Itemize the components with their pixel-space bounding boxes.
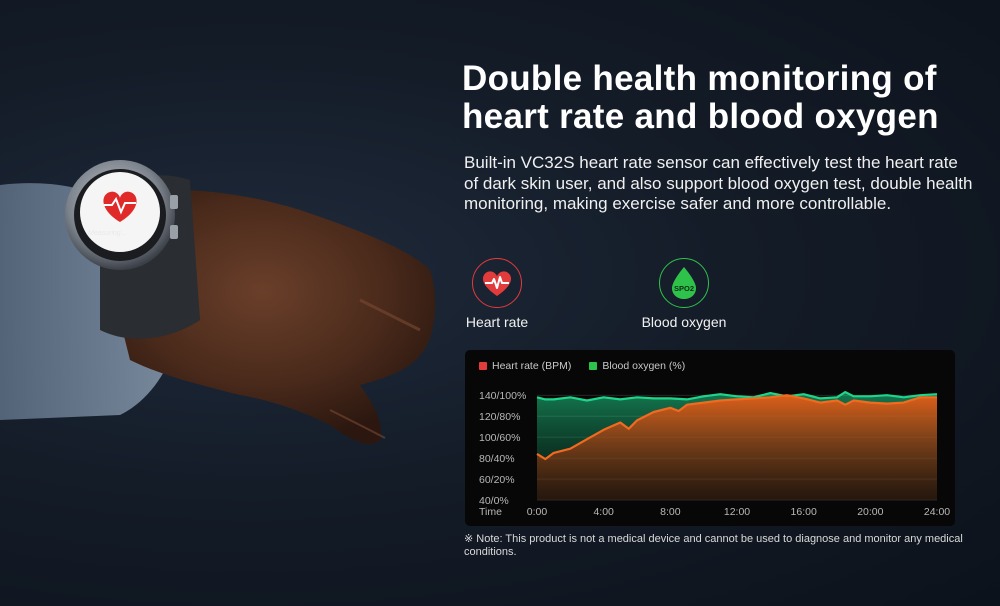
health-chart: Heart rate (BPM) Blood oxygen (%) 40/0% 6… (465, 350, 955, 526)
y-tick-label: 120/80% (479, 411, 520, 423)
blood-oxygen-series-line (536, 391, 938, 402)
x-tick-label: 24:00 (924, 506, 950, 518)
y-tick-label: 140/100% (479, 390, 526, 402)
product-photo: Measuring... (0, 0, 460, 606)
chart-plot: 40/0% 60/20% 80/40% 100/60% 120/80% 140/100% 0… (479, 390, 950, 518)
medical-disclaimer: ※ Note: This product is not a medical de… (464, 533, 963, 558)
x-axis-label: Time (479, 506, 502, 518)
x-tick-label: 12:00 (724, 506, 750, 518)
y-tick-label: 60/20% (479, 474, 515, 486)
watch-screen-text: Measuring... (88, 230, 127, 237)
legend-label-blood-oxygen: Blood oxygen (%) (602, 360, 686, 372)
feature-heart-rate: Heart rate (455, 258, 539, 330)
x-tick-label: 8:00 (660, 506, 681, 518)
x-tick-label: 4:00 (593, 506, 614, 518)
legend-swatch-heart-rate (479, 362, 487, 370)
y-tick-label: 40/0% (479, 495, 509, 507)
heart-pulse-icon (472, 258, 522, 308)
page-title: Double health monitoring of heart rate a… (462, 59, 939, 136)
feature-blood-oxygen: SPO2 Blood oxygen (632, 258, 736, 330)
legend-swatch-blood-oxygen (589, 362, 598, 370)
drop-icon: SPO2 (659, 258, 709, 308)
y-tick-label: 80/40% (479, 453, 515, 465)
chart-legend: Heart rate (BPM) Blood oxygen (%) (479, 360, 685, 372)
feature-description: Built-in VC32S heart rate sensor can eff… (464, 153, 973, 213)
spo2-text: SPO2 (674, 284, 694, 293)
x-tick-label: 20:00 (857, 506, 883, 518)
legend-item-heart-rate: Heart rate (BPM) (479, 360, 571, 372)
heart-rate-series-line (536, 394, 937, 461)
y-tick-label: 100/60% (479, 432, 520, 444)
feature-label-heart-rate: Heart rate (465, 314, 529, 330)
legend-item-blood-oxygen: Blood oxygen (%) (589, 360, 685, 372)
legend-label-heart-rate: Heart rate (BPM) (492, 360, 572, 372)
feature-label-blood-oxygen: Blood oxygen (641, 314, 727, 330)
x-tick-label: 0:00 (527, 506, 548, 518)
x-tick-label: 16:00 (791, 506, 817, 518)
wrist-watch-illustration (0, 160, 436, 445)
